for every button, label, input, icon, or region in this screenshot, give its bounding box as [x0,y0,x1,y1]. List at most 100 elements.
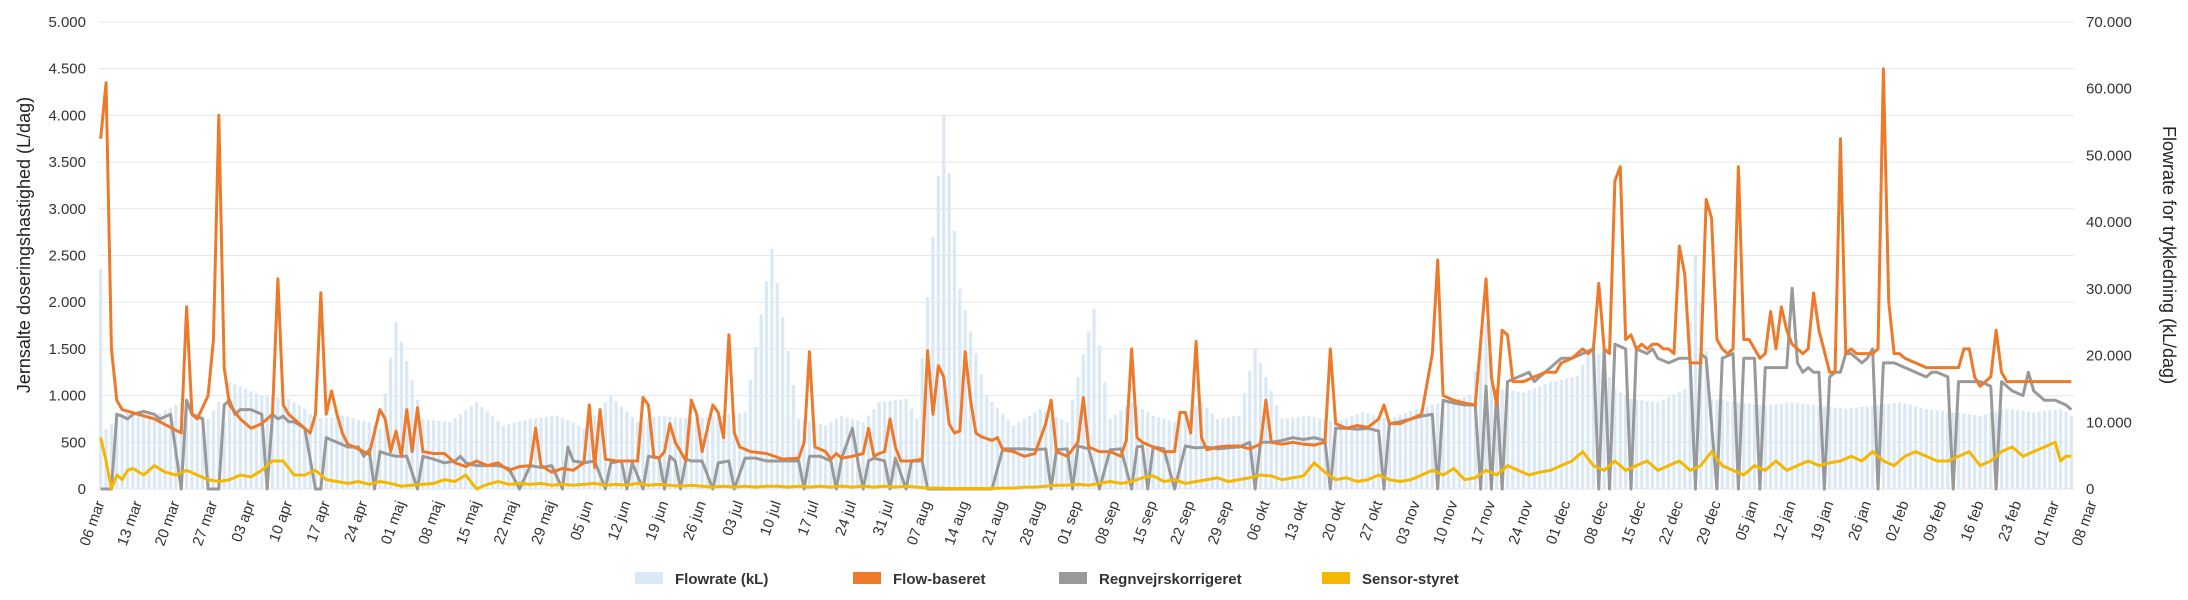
left-tick-label: 4.500 [48,61,86,78]
flowrate-bar [158,412,162,489]
flowrate-bar [1500,389,1504,489]
flowrate-bar [1215,418,1220,489]
flowrate-bar [1634,399,1638,489]
flowrate-bar [410,380,414,489]
left-tick-label: 2.500 [48,248,86,265]
flowrate-bar [1661,399,1665,489]
x-tick-label: 07 aug [904,499,936,548]
right-tick-label: 10.000 [2086,414,2132,431]
flowrate-bar [1339,420,1343,489]
flowrate-bar [1070,399,1075,489]
flowrate-bar [1940,410,1945,489]
flowrate-bar [99,268,103,489]
legend-swatch [1322,572,1350,584]
right-tick-label: 0 [2086,481,2094,498]
left-tick-label: 0 [78,481,86,498]
flowrate-bar [485,411,489,489]
flowrate-bar [695,418,699,489]
flowrate-bar [1860,406,1864,489]
flowrate-bar [1570,376,1574,489]
flowrate-bar [689,418,693,489]
x-tick-label: 06 okt [1244,498,1274,543]
x-tick-label: 29 maj [528,499,559,547]
flowrate-bar [464,410,468,489]
flowrate-bar [1951,412,1955,489]
flowrate-bar [356,419,361,489]
flowrate-bar [1291,417,1295,489]
flowrate-bar [791,384,795,489]
flowrate-bar [1382,417,1386,489]
flowrate-bar [1752,404,1757,489]
flowrate-bar [920,358,924,489]
flowrate-bar [899,399,903,489]
flowrate-bar [942,115,946,490]
flowrate-bar [1371,414,1375,489]
x-tick-label: 22 maj [491,499,522,547]
flowrate-bar [1258,362,1263,489]
flowrate-bar [211,410,216,489]
right-tick-label: 20.000 [2086,348,2132,365]
flowrate-bar [2064,412,2068,489]
flowrate-bar [1097,345,1102,489]
flowrate-bar [1221,418,1225,489]
x-tick-label: 09 feb [1920,499,1950,544]
flowrate-bar [641,420,645,489]
flowrate-bar [474,402,479,489]
flowrate-bar [1790,402,1794,489]
x-tick-label: 29 sep [1205,499,1236,547]
flowrate-bar [1403,412,1408,489]
x-tick-label: 01 maj [378,499,409,547]
x-tick-label: 02 feb [1882,499,1912,544]
flowrate-bar [1307,415,1311,489]
flowrate-bar [528,418,532,489]
left-tick-label: 500 [61,434,86,451]
flowrate-bar [1006,419,1010,489]
flowrate-bar [1393,416,1397,489]
flowrate-bar [324,417,328,489]
flowrate-bar [1854,407,1859,489]
flowrate-bar [1704,351,1708,489]
flowrate-bar [1715,399,1719,489]
flowrate-bar [888,400,892,489]
dosing-lines [99,67,2073,491]
flowrate-bar [609,395,613,489]
x-tick-label: 17 apr [303,499,334,545]
flowrate-bar [507,424,511,489]
flowrate-bar [1871,405,1875,489]
flowrate-bar [1360,412,1365,489]
flowrate-bar [1956,412,1961,489]
x-tick-label: 22 dec [1656,498,1688,547]
flowrate-bar [1457,398,1461,489]
flowrate-bar [1377,416,1381,489]
flowrate-bar [1795,402,1800,489]
x-tick-label: 16 feb [1958,499,1988,544]
right-tick-label: 40.000 [2086,214,2132,231]
flowrate-bar [313,418,318,489]
flowrate-bar [979,374,983,489]
flowrate-bar [1683,388,1687,489]
flowrate-bar [1736,402,1741,489]
flowrate-bar [1189,410,1193,489]
flowrate-bar [1656,402,1660,489]
flowrate-bar [1301,416,1306,489]
flowrate-bar [1489,355,1494,489]
flowrate-bar [877,402,881,489]
legend-label: Sensor-styret [1362,571,1459,588]
flowrate-bar [1763,405,1767,489]
flowrate-bar [1113,414,1118,489]
legend-swatch [1059,572,1087,584]
flowrate-bar [539,417,543,489]
left-tick-label: 2.000 [48,294,86,311]
flowrate-bar [1731,401,1735,489]
flowrate-bar [630,416,634,489]
flowrate-bar [1275,404,1279,489]
flowrate-bar [2042,410,2047,489]
flowrate-bar [517,421,522,489]
flowrate-bar [1146,412,1150,489]
flowrate-bar [1242,393,1247,489]
flowrate-bar [866,415,871,489]
flowrate-bar [1645,400,1649,489]
flowrate-bar [297,405,301,489]
x-tick-label: 08 dec [1581,498,1613,547]
flowrate-bar [1355,414,1359,489]
